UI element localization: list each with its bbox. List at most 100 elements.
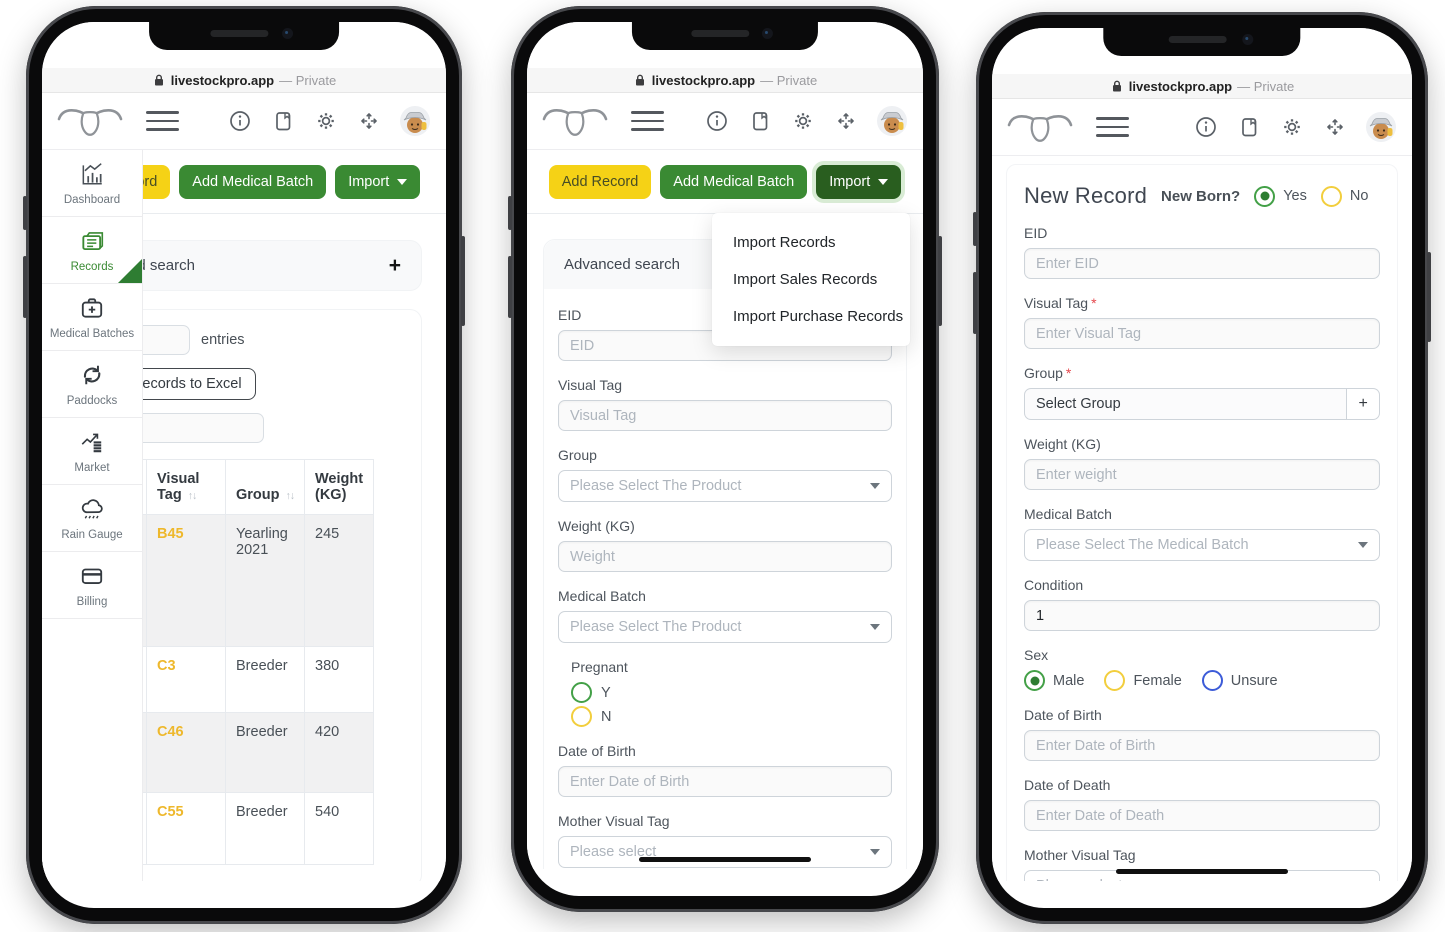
gear-icon[interactable]: [314, 109, 338, 133]
phone-side-button: [973, 272, 977, 334]
condition-input[interactable]: [1024, 600, 1380, 631]
visual-tag-input[interactable]: [558, 400, 892, 431]
site-url: livestockpro.app: [170, 72, 275, 88]
sex-label: Sex: [1024, 647, 1049, 663]
info-icon[interactable]: [1194, 115, 1218, 139]
date-of-birth-input[interactable]: [558, 766, 892, 797]
browser-url-bar[interactable]: livestockpro.app — Private: [42, 68, 446, 93]
eid-input[interactable]: [1024, 248, 1380, 279]
import-button[interactable]: Import: [335, 165, 421, 199]
phone-side-button: [1427, 252, 1431, 342]
required-asterisk: *: [1065, 365, 1072, 381]
medical-batch-label: Medical Batch: [558, 588, 646, 604]
user-avatar[interactable]: [400, 106, 430, 136]
visual-tag-input[interactable]: [1024, 318, 1380, 349]
medical-kit-icon: [81, 297, 103, 318]
visual-tag-cell[interactable]: C3: [146, 646, 226, 713]
new-record-form: New Record New Born? Yes No EID Vi: [1006, 164, 1398, 881]
records-icon: [82, 231, 104, 250]
import-button[interactable]: Import: [816, 165, 902, 199]
add-group-button[interactable]: +: [1347, 388, 1380, 420]
active-indicator-triangle: [118, 259, 142, 283]
notebook-icon[interactable]: [271, 109, 295, 133]
phone-side-button: [938, 236, 942, 326]
lock-icon: [1112, 80, 1122, 93]
menu-item-import-sales-records[interactable]: Import Sales Records: [733, 271, 878, 288]
speaker: [691, 30, 750, 37]
move-arrows-icon[interactable]: [1323, 115, 1347, 139]
phone-1-screen: livestockpro.app — Private: [42, 22, 446, 908]
group-select[interactable]: Select Group: [1024, 388, 1348, 420]
weight-input[interactable]: [558, 541, 892, 572]
user-avatar[interactable]: [1366, 112, 1396, 142]
add-medical-batch-button[interactable]: Add Medical Batch: [660, 165, 808, 199]
mother-visual-tag-label: Mother Visual Tag: [1024, 847, 1136, 863]
date-of-birth-label: Date of Birth: [558, 743, 636, 759]
new-born-yes-radio[interactable]: [1254, 185, 1276, 207]
visual-tag-cell[interactable]: B45: [146, 514, 226, 647]
browser-url-bar[interactable]: livestockpro.app — Private: [527, 68, 923, 93]
sort-icon[interactable]: ↑↓: [285, 490, 295, 502]
medical-batch-select[interactable]: Please Select The Product: [558, 611, 892, 643]
sidebar-menu: Dashboard Records Medical Batches Paddoc…: [42, 150, 142, 881]
sidebar-item-records[interactable]: Records: [42, 217, 142, 284]
visual-tag-column-header[interactable]: Visual Tag ↑↓: [146, 459, 226, 515]
sidebar-item-dashboard[interactable]: Dashboard: [42, 150, 142, 217]
weight-input[interactable]: [1024, 459, 1380, 490]
expand-plus-icon[interactable]: +: [388, 253, 401, 277]
menu-item-import-records[interactable]: Import Records: [733, 234, 836, 251]
sort-icon[interactable]: ↑↓: [187, 490, 197, 502]
info-icon[interactable]: [705, 109, 729, 133]
info-icon[interactable]: [228, 109, 252, 133]
add-medical-batch-button[interactable]: Add Medical Batch: [179, 165, 327, 199]
move-arrows-icon[interactable]: [357, 109, 381, 133]
phone-2-screen: livestockpro.app — Private Add: [527, 22, 923, 896]
hamburger-menu-button[interactable]: [631, 111, 664, 131]
sex-unsure-radio[interactable]: [1201, 670, 1223, 691]
bull-logo: [57, 109, 123, 137]
phone-side-button: [23, 256, 27, 318]
visual-tag-cell[interactable]: C46: [146, 712, 226, 793]
menu-item-import-purchase-records[interactable]: Import Purchase Records: [733, 308, 904, 325]
sidebar-item-medical-batches[interactable]: Medical Batches: [42, 284, 142, 351]
date-of-death-input[interactable]: [1024, 800, 1380, 831]
pregnant-no-radio[interactable]: [571, 706, 592, 727]
sex-male-radio[interactable]: [1024, 670, 1045, 691]
medical-batch-select[interactable]: Please Select The Medical Batch: [1024, 529, 1380, 561]
mother-visual-tag-select[interactable]: Please select: [558, 836, 892, 868]
hamburger-menu-button[interactable]: [146, 111, 179, 131]
group-column-header[interactable]: Group ↑↓: [225, 459, 305, 515]
sidebar-item-billing[interactable]: Billing: [42, 552, 142, 619]
date-of-birth-input[interactable]: [1024, 730, 1380, 761]
weight-label: Weight (KG): [1024, 436, 1101, 452]
notebook-icon[interactable]: [1237, 115, 1261, 139]
new-born-label: New Born?: [1161, 187, 1241, 205]
group-cell: Yearling 2021: [225, 514, 305, 647]
phone-side-button: [461, 236, 465, 326]
browser-url-bar[interactable]: livestockpro.app — Private: [992, 74, 1412, 99]
add-record-button[interactable]: Add Record: [548, 165, 652, 199]
gear-icon[interactable]: [1280, 115, 1304, 139]
gear-icon[interactable]: [791, 109, 815, 133]
sidebar-item-rain-gauge[interactable]: Rain Gauge: [42, 485, 142, 552]
sex-female-radio[interactable]: [1104, 670, 1126, 691]
visual-tag-cell[interactable]: C55: [146, 792, 226, 865]
pregnant-label: Pregnant: [571, 659, 628, 675]
pregnant-yes-radio[interactable]: [571, 682, 592, 703]
sidebar-item-market[interactable]: Market: [42, 418, 142, 485]
cowboy-avatar-icon: [880, 112, 904, 133]
bull-logo: [1007, 115, 1073, 143]
hamburger-menu-button[interactable]: [1096, 117, 1129, 137]
group-select[interactable]: Please Select The Product: [558, 470, 892, 502]
home-indicator: [1116, 869, 1288, 874]
new-born-no-radio[interactable]: [1320, 185, 1342, 207]
private-label: — Private: [1237, 78, 1295, 94]
app-header: [992, 99, 1412, 156]
move-arrows-icon[interactable]: [834, 109, 858, 133]
sidebar-item-paddocks[interactable]: Paddocks: [42, 351, 142, 418]
user-avatar[interactable]: [877, 106, 907, 136]
weight-column-header[interactable]: Weight (KG): [303, 459, 375, 515]
notebook-icon[interactable]: [748, 109, 772, 133]
notch: [1103, 28, 1301, 56]
condition-label: Condition: [1024, 577, 1084, 593]
